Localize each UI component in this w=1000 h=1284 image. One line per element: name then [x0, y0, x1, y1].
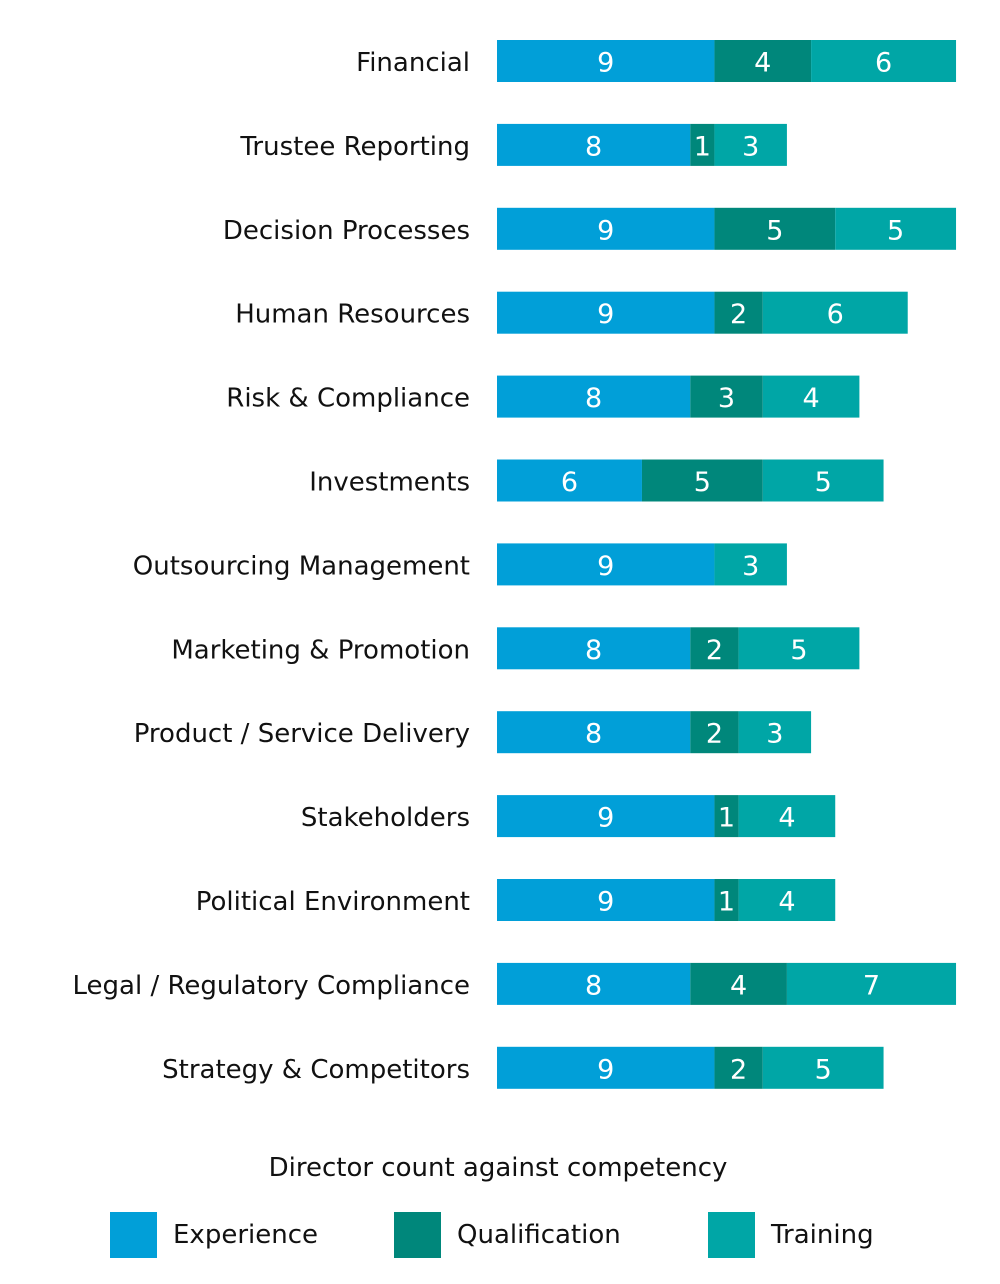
category-label: Decision Processes [223, 216, 470, 246]
legend-title: Director count against competency [269, 1153, 728, 1183]
value-label: 3 [766, 719, 783, 750]
bar-segment [714, 543, 787, 586]
value-label: 4 [778, 803, 795, 834]
legend-swatch [394, 1212, 441, 1258]
bar-segment [497, 459, 642, 502]
bar-segment [497, 1046, 715, 1089]
bar-segment [690, 627, 739, 670]
bar-segment [714, 795, 739, 838]
value-label: 9 [597, 551, 614, 582]
bar-segment [738, 627, 860, 670]
legend-label: Experience [173, 1220, 318, 1250]
bar-segment [497, 207, 715, 250]
value-label: 9 [597, 803, 614, 834]
bar-segment [714, 291, 763, 334]
category-label: Marketing & Promotion [171, 635, 470, 665]
value-label: 6 [875, 48, 892, 79]
value-label: 1 [694, 131, 711, 162]
bar-segment [497, 543, 715, 586]
bar-segment [738, 795, 836, 838]
value-label: 5 [815, 1054, 832, 1085]
bar-segment [641, 459, 763, 502]
value-label: 9 [597, 1054, 614, 1085]
value-label: 8 [585, 970, 602, 1001]
bar-segment [497, 291, 715, 334]
value-label: 4 [802, 383, 819, 414]
value-label: 3 [718, 383, 735, 414]
value-label: 9 [597, 299, 614, 330]
bar-segment [738, 711, 812, 754]
bar-segment [497, 40, 715, 82]
value-label: 5 [790, 635, 807, 666]
value-label: 3 [742, 131, 759, 162]
category-label: Strategy & Competitors [162, 1055, 470, 1085]
value-label: 8 [585, 383, 602, 414]
bar-segment [497, 795, 715, 838]
category-label: Product / Service Delivery [134, 719, 470, 749]
bar-segment [690, 123, 715, 166]
category-label: Human Resources [235, 300, 470, 330]
value-label: 9 [597, 887, 614, 918]
category-label: Investments [309, 468, 470, 498]
bar-segment [714, 879, 739, 921]
category-label: Risk & Compliance [226, 384, 470, 414]
value-label: 9 [597, 48, 614, 79]
legend-swatch [110, 1212, 157, 1258]
value-label: 2 [730, 1054, 747, 1085]
value-label: 1 [718, 803, 735, 834]
bar-segment [762, 1046, 884, 1089]
bar-segment [786, 962, 957, 1005]
bar-segment [690, 375, 763, 418]
bar-segment [497, 123, 691, 166]
bar-segment [762, 375, 860, 418]
bar-segment [835, 207, 957, 250]
value-label: 4 [778, 887, 795, 918]
bar-segment [811, 40, 957, 82]
bar-segment [762, 459, 884, 502]
value-label: 6 [827, 299, 844, 330]
category-label: Financial [356, 48, 470, 78]
bar-segment [714, 1046, 763, 1089]
legend-label: Qualification [457, 1220, 621, 1250]
value-label: 3 [742, 551, 759, 582]
value-label: 5 [766, 215, 783, 246]
value-label: 9 [597, 215, 614, 246]
bar-segment [497, 375, 691, 418]
bar-segment [497, 962, 691, 1005]
bar-segment [738, 879, 836, 921]
bar-segment [714, 207, 836, 250]
category-label: Political Environment [196, 887, 470, 917]
bar-segment [690, 962, 787, 1005]
value-label: 6 [561, 467, 578, 498]
bar-segment [497, 627, 691, 670]
value-label: 1 [718, 887, 735, 918]
category-label: Stakeholders [301, 803, 470, 833]
value-label: 2 [730, 299, 747, 330]
value-label: 8 [585, 719, 602, 750]
category-label: Trustee Reporting [239, 132, 470, 162]
legend-label: Training [770, 1220, 874, 1250]
value-label: 5 [694, 467, 711, 498]
value-label: 8 [585, 635, 602, 666]
value-label: 5 [887, 215, 904, 246]
category-label: Legal / Regulatory Compliance [73, 971, 471, 1001]
category-label: Outsourcing Management [133, 551, 470, 581]
value-label: 7 [863, 970, 880, 1001]
legend-swatch [708, 1212, 755, 1258]
bar-segment [762, 291, 908, 334]
bar-segment [714, 40, 812, 82]
bar-segment [497, 711, 691, 754]
value-label: 5 [815, 467, 832, 498]
value-label: 2 [706, 719, 723, 750]
bar-segment [714, 123, 787, 166]
value-label: 4 [754, 48, 771, 79]
value-label: 4 [730, 970, 747, 1001]
value-label: 8 [585, 131, 602, 162]
bar-segment [690, 711, 739, 754]
bar-segment [497, 879, 715, 921]
value-label: 2 [706, 635, 723, 666]
